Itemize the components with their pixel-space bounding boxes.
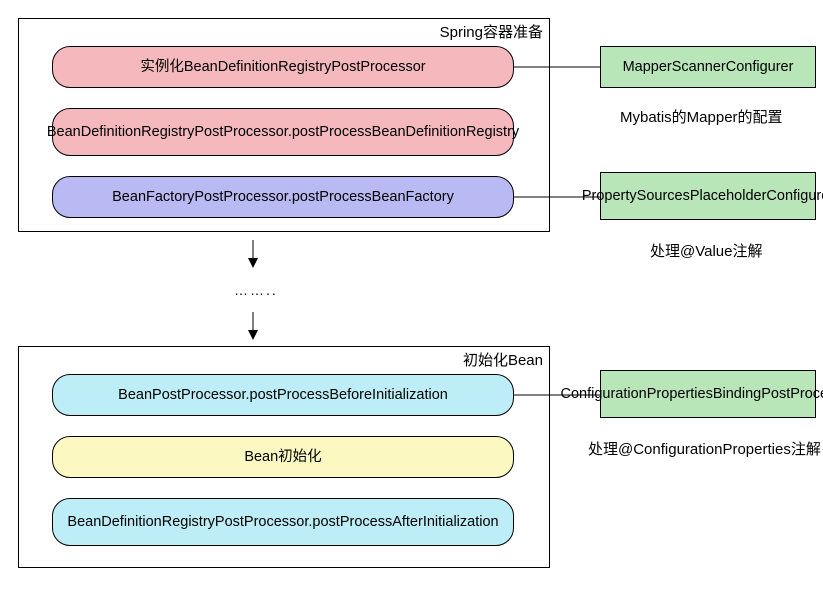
caption-c2: 处理@Value注解: [650, 240, 762, 261]
node-label-n3: BeanFactoryPostProcessor.postProcessBean…: [112, 188, 454, 206]
sidebox-label-s1: MapperScannerConfigurer: [623, 58, 794, 76]
ellipsis-dots: ……..: [234, 282, 278, 298]
node-label-n4: BeanPostProcessor.postProcessBeforeIniti…: [118, 386, 448, 404]
node-label-n6: BeanDefinitionRegistryPostProcessor.post…: [67, 513, 498, 531]
node-label-n1: 实例化BeanDefinitionRegistryPostProcessor: [140, 58, 425, 76]
sidebox-s1: MapperScannerConfigurer: [600, 46, 816, 88]
sidebox-label-s2: PropertySourcesPlaceholderConfigurer: [582, 187, 823, 205]
node-label-n2: BeanDefinitionRegistryPostProcessor.post…: [47, 123, 519, 141]
node-n1: 实例化BeanDefinitionRegistryPostProcessor: [52, 46, 514, 88]
caption-c3: 处理@ConfigurationProperties注解: [588, 438, 821, 459]
sidebox-s3: ConfigurationPropertiesBindingPostProces…: [600, 370, 816, 418]
node-n4: BeanPostProcessor.postProcessBeforeIniti…: [52, 374, 514, 416]
node-n6: BeanDefinitionRegistryPostProcessor.post…: [52, 498, 514, 546]
sidebox-label-s3: ConfigurationPropertiesBindingPostProces…: [561, 385, 823, 403]
node-n5: Bean初始化: [52, 436, 514, 478]
group-title-bottom: 初始化Bean: [463, 349, 543, 370]
node-label-n5: Bean初始化: [244, 448, 321, 466]
caption-c1: Mybatis的Mapper的配置: [620, 106, 783, 127]
group-title-top: Spring容器准备: [440, 21, 543, 42]
node-n3: BeanFactoryPostProcessor.postProcessBean…: [52, 176, 514, 218]
node-n2: BeanDefinitionRegistryPostProcessor.post…: [52, 108, 514, 156]
sidebox-s2: PropertySourcesPlaceholderConfigurer: [600, 172, 816, 220]
